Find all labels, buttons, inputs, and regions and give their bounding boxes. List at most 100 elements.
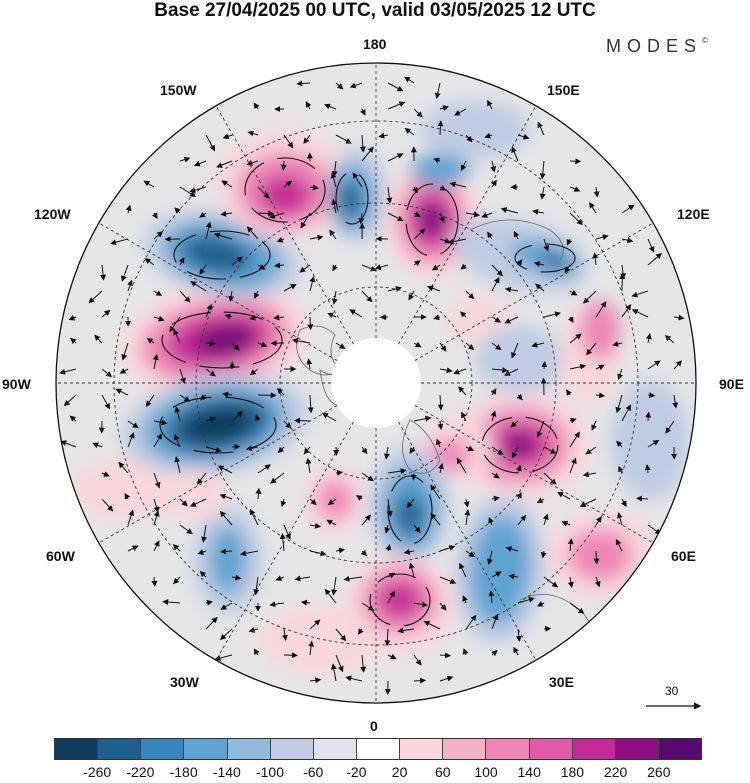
- wind-vector: [294, 575, 311, 582]
- wind-vector: [179, 156, 191, 163]
- wind-vector: [205, 599, 213, 606]
- wind-vector: [240, 550, 259, 557]
- wind-vector: [386, 498, 393, 518]
- wind-vector: [151, 212, 158, 220]
- colorbar-tick-label: 60: [435, 764, 451, 780]
- wind-vector: [387, 101, 406, 110]
- wind-vector: [174, 406, 181, 422]
- wind-vector: [153, 510, 160, 526]
- reference-vector-label: 30: [665, 684, 679, 698]
- wind-vector: [413, 524, 421, 534]
- wind-vector: [543, 311, 561, 318]
- wind-vector: [169, 316, 181, 333]
- wind-vector: [439, 367, 453, 374]
- wind-vector: [205, 416, 217, 423]
- wind-vector: [631, 290, 649, 298]
- wind-vector: [505, 546, 519, 552]
- wind-vector: [221, 180, 233, 188]
- wind-vector: [101, 394, 110, 410]
- colorbar-tick-label: 260: [647, 764, 671, 780]
- wind-vector: [487, 99, 493, 110]
- wind-vector: [281, 628, 288, 641]
- colorbar: [54, 738, 702, 760]
- wind-vector: [125, 204, 132, 214]
- wind-vector: [541, 361, 548, 370]
- wind-vector: [593, 550, 600, 565]
- wind-vector: [277, 446, 285, 454]
- wind-vector: [569, 158, 582, 165]
- map-border: [55, 62, 697, 704]
- wind-vector: [543, 625, 552, 632]
- wind-vector: [589, 201, 597, 214]
- wind-vector: [387, 82, 404, 92]
- wind-vector: [464, 509, 471, 526]
- wind-vector: [296, 80, 311, 87]
- wind-vector: [361, 514, 371, 526]
- wind-vector: [205, 303, 213, 318]
- wind-vector: [257, 186, 270, 199]
- wind-vector: [516, 492, 522, 500]
- wind-vector: [306, 358, 313, 370]
- lon-label-150e: 150E: [547, 82, 580, 98]
- anomaly-region: [410, 154, 470, 186]
- wind-vector: [335, 469, 343, 476]
- wind-vector: [491, 342, 502, 351]
- wind-vector: [222, 391, 233, 398]
- wind-vector: [540, 550, 547, 559]
- wind-vector: [246, 226, 259, 240]
- anomaly-region: [506, 435, 534, 455]
- wind-vector: [533, 261, 545, 267]
- streamline-contours: [159, 157, 576, 627]
- wind-vector: [279, 532, 286, 552]
- anomaly-region: [210, 526, 246, 594]
- wind-vector: [193, 160, 207, 167]
- wind-vector: [461, 411, 467, 422]
- wind-vector: [205, 134, 216, 152]
- wind-vector: [94, 334, 103, 344]
- streamline: [244, 157, 326, 223]
- wind-vector: [387, 653, 397, 660]
- colorbar-cell: [529, 739, 573, 759]
- polar-cap-white: [331, 338, 421, 428]
- wind-vector: [309, 550, 327, 557]
- wind-vector: [462, 648, 469, 656]
- wind-vector: [673, 314, 685, 321]
- wind-vector: [465, 290, 475, 300]
- wind-vector: [374, 264, 389, 270]
- wind-vector: [303, 446, 311, 455]
- lon-label-120w: 120W: [34, 206, 71, 222]
- wind-vector: [255, 487, 262, 500]
- wind-vector: [127, 509, 135, 526]
- wind-vector: [569, 333, 582, 344]
- colorbar-cell: [615, 739, 659, 759]
- wind-vector: [595, 392, 606, 399]
- colorbar-tick-label: 140: [517, 764, 541, 780]
- wind-vector: [439, 185, 447, 191]
- wind-vector: [484, 132, 493, 139]
- colorbar-cell: [443, 739, 487, 759]
- wind-vector: [179, 498, 188, 507]
- wind-vector: [517, 514, 527, 526]
- anomaly-region: [259, 175, 311, 215]
- wind-vector: [616, 440, 623, 448]
- wind-vector: [454, 108, 467, 116]
- wind-vector: [465, 445, 475, 451]
- wind-vector: [268, 212, 285, 219]
- wind-vector: [247, 130, 259, 137]
- wind-vector: [162, 599, 181, 606]
- wind-vector: [331, 290, 338, 305]
- streamline: [161, 311, 283, 369]
- wind-vector: [59, 368, 77, 375]
- wind-vector: [305, 101, 312, 110]
- wind-vector: [335, 628, 347, 642]
- anomaly-region: [195, 325, 255, 355]
- wind-vector: [532, 209, 545, 215]
- wind-vector: [387, 468, 407, 475]
- wind-vector: [127, 432, 135, 448]
- wind-vector: [219, 510, 233, 526]
- wind-vector: [88, 290, 103, 304]
- wind-vector: [645, 333, 652, 344]
- wind-vector: [481, 212, 493, 218]
- wind-vector: [172, 544, 181, 552]
- lon-label-60w: 60W: [46, 548, 75, 564]
